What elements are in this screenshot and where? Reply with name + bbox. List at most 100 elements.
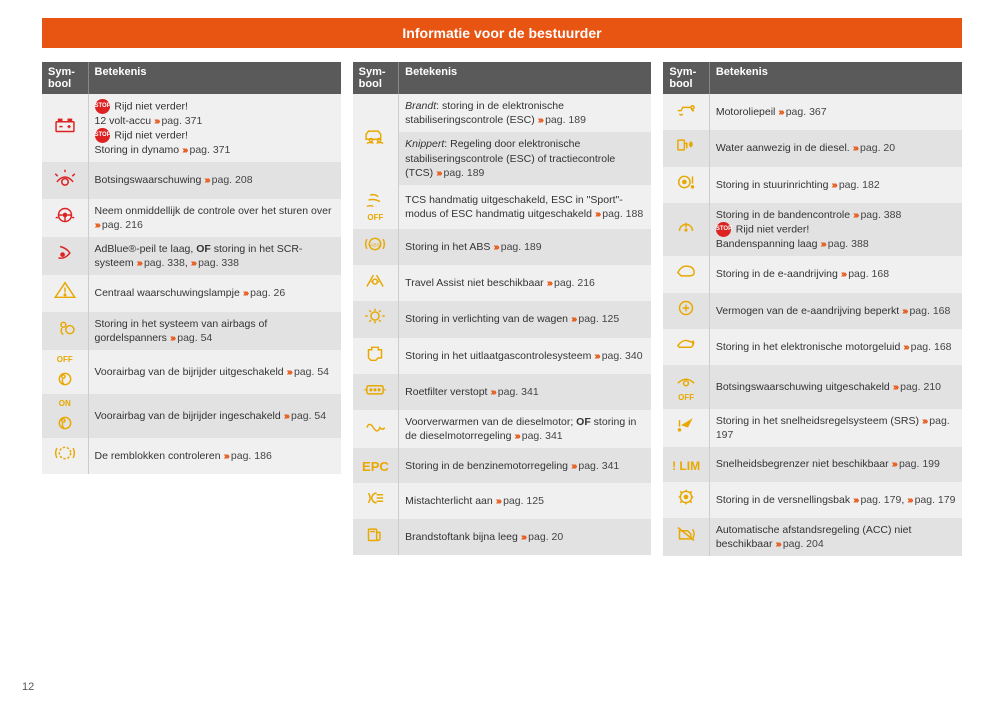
th-symbol: Sym- bool — [42, 62, 88, 94]
table-header-row: Sym- bool Betekenis — [663, 62, 962, 94]
lim-icon: ! LIM — [663, 447, 709, 481]
e-power-limit-icon — [663, 293, 709, 329]
meaning-cell: Storing in het systeem van airbags of go… — [88, 312, 341, 350]
meaning-cell: Neem onmiddellijk de controle over het s… — [88, 199, 341, 237]
acc-off-icon — [663, 518, 709, 556]
meaning-cell: Storing in de benzinemotorregeling ››› p… — [399, 448, 652, 482]
col-2: Sym- bool Betekenis Brandt: storing in d… — [353, 62, 652, 556]
meaning-cell: Storing in de versnellingsbak ››› pag. 1… — [709, 482, 962, 518]
th-meaning: Betekenis — [88, 62, 341, 94]
meaning-cell: Storing in de e-aandrijving ››› pag. 168 — [709, 256, 962, 292]
table-row: EPCStoring in de benzinemotorregeling ››… — [353, 448, 652, 482]
table-2: Sym- bool Betekenis Brandt: storing in d… — [353, 62, 652, 555]
water-fuel-icon — [663, 130, 709, 166]
stop-icon: STOP — [95, 99, 110, 114]
collision-icon — [42, 162, 88, 198]
meaning-line: Automatische afstandsregeling (ACC) niet… — [716, 523, 956, 551]
meaning-cell: Storing in stuurinrichting ››› pag. 182 — [709, 167, 962, 203]
on-airbag-icon: ON — [42, 394, 88, 438]
adblue-icon — [42, 237, 88, 275]
meaning-line: Storing in het uitlaatgascontrolesysteem… — [405, 349, 645, 363]
table-row: Storing in de e-aandrijving ››› pag. 168 — [663, 256, 962, 292]
meaning-cell: Voorairbag van de bijrijder uitgeschakel… — [88, 350, 341, 394]
table-row: ABS Storing in het ABS ››› pag. 189 — [353, 229, 652, 265]
col-3: Sym- bool Betekenis Motoroliepeil ››› pa… — [663, 62, 962, 556]
page-number: 12 — [22, 681, 34, 693]
meaning-cell: Storing in het elektronische motorgeluid… — [709, 329, 962, 365]
meaning-cell: TCS handmatig uitgeschakeld, ESC in "Spo… — [399, 185, 652, 229]
table-row: Motoroliepeil ››› pag. 367 — [663, 94, 962, 130]
meaning-cell: Storing in de bandencontrole ››› pag. 38… — [709, 203, 962, 256]
table-row: AdBlue®-peil te laag, OF storing in het … — [42, 237, 341, 275]
table-row: Voorverwarmen van de dieselmotor; OF sto… — [353, 410, 652, 448]
meaning-line: 12 volt-accu ››› pag. 371 — [95, 114, 335, 128]
col-1: Sym- bool Betekenis STOP Rijd niet verde… — [42, 62, 341, 556]
table-row: OFFBotsingswaarschuwing uitgeschakeld ››… — [663, 365, 962, 409]
meaning-line: Storing in het ABS ››› pag. 189 — [405, 240, 645, 254]
meaning-line: STOP Rijd niet verder! — [716, 222, 956, 237]
meaning-line: Brandstoftank bijna leeg ››› pag. 20 — [405, 530, 645, 544]
meaning-cell: STOP Rijd niet verder!12 volt-accu ››› p… — [88, 94, 341, 162]
stop-icon: STOP — [716, 222, 731, 237]
table-row: Storing in stuurinrichting ››› pag. 182 — [663, 167, 962, 203]
meaning-cell: Water aanwezig in de diesel. ››› pag. 20 — [709, 130, 962, 166]
dpf-icon — [353, 374, 399, 410]
meaning-line: Snelheidsbegrenzer niet beschikbaar ››› … — [716, 457, 956, 471]
th-symbol: Sym- bool — [663, 62, 709, 94]
table-row: Water aanwezig in de diesel. ››› pag. 20 — [663, 130, 962, 166]
meaning-cell: Roetfilter verstopt ››› pag. 341 — [399, 374, 652, 410]
meaning-line: Storing in de versnellingsbak ››› pag. 1… — [716, 493, 956, 507]
meaning-line: Storing in het systeem van airbags of go… — [95, 317, 335, 345]
meaning-line: Bandenspanning laag ››› pag. 388 — [716, 237, 956, 251]
meaning-cell: Travel Assist niet beschikbaar ››› pag. … — [399, 265, 652, 301]
abs-icon: ABS — [353, 229, 399, 265]
table-row: Storing in verlichting van de wagen ››› … — [353, 301, 652, 337]
fuel-icon — [353, 519, 399, 555]
meaning-line: Storing in de bandencontrole ››› pag. 38… — [716, 208, 956, 222]
battery-icon — [42, 94, 88, 162]
table-row: OFFTCS handmatig uitgeschakeld, ESC in "… — [353, 185, 652, 229]
meaning-cell: Snelheidsbegrenzer niet beschikbaar ››› … — [709, 447, 962, 481]
meaning-line: Voorairbag van de bijrijder uitgeschakel… — [95, 365, 335, 379]
stop-icon: STOP — [95, 128, 110, 143]
table-row: Storing in het uitlaatgascontrolesysteem… — [353, 338, 652, 374]
table-row: ! LIM Snelheidsbegrenzer niet beschikbaar… — [663, 447, 962, 481]
meaning-line: Centraal waarschuwingslampje ››› pag. 26 — [95, 286, 335, 300]
table-header-row: Sym- bool Betekenis — [42, 62, 341, 94]
meaning-cell: Brandt: storing in de elektronische stab… — [399, 94, 652, 132]
table-row: De remblokken controleren ››› pag. 186 — [42, 438, 341, 474]
off-airbag-icon: OFF — [42, 350, 88, 394]
meaning-cell: Storing in het snelheidsregelsysteem (SR… — [709, 409, 962, 447]
travel-assist-icon — [353, 265, 399, 301]
meaning-cell: Mistachterlicht aan ››› pag. 125 — [399, 483, 652, 519]
airbag-icon — [42, 312, 88, 350]
table-row: Brandt: storing in de elektronische stab… — [353, 94, 652, 132]
meaning-cell: Voorairbag van de bijrijder ingeschakeld… — [88, 394, 341, 438]
esc-skid-icon — [353, 94, 399, 185]
meaning-line: Water aanwezig in de diesel. ››› pag. 20 — [716, 141, 956, 155]
meaning-line: Storing in de e-aandrijving ››› pag. 168 — [716, 267, 956, 281]
meaning-cell: AdBlue®-peil te laag, OF storing in het … — [88, 237, 341, 275]
th-meaning: Betekenis — [399, 62, 652, 94]
triangle-icon — [42, 275, 88, 311]
meaning-cell: Storing in verlichting van de wagen ››› … — [399, 301, 652, 337]
table-row: Mistachterlicht aan ››› pag. 125 — [353, 483, 652, 519]
meaning-line: Roetfilter verstopt ››› pag. 341 — [405, 385, 645, 399]
steering-hands-icon — [42, 199, 88, 237]
table-row: Vermogen van de e-aandrijving beperkt ››… — [663, 293, 962, 329]
rear-fog-icon — [353, 483, 399, 519]
bulb-icon — [353, 301, 399, 337]
glow-plug-icon — [353, 410, 399, 448]
table-row: ONVoorairbag van de bijrijder ingeschake… — [42, 394, 341, 438]
epc-icon: EPC — [353, 448, 399, 482]
gearbox-icon — [663, 482, 709, 518]
meaning-line: Storing in het snelheidsregelsysteem (SR… — [716, 414, 956, 442]
oil-level-icon — [663, 94, 709, 130]
steering-excl-icon — [663, 167, 709, 203]
meaning-cell: Knippert: Regeling door elektronische st… — [399, 132, 652, 185]
meaning-line: Mistachterlicht aan ››› pag. 125 — [405, 494, 645, 508]
tpms-icon — [663, 203, 709, 256]
table-row: Automatische afstandsregeling (ACC) niet… — [663, 518, 962, 556]
table-row: STOP Rijd niet verder!12 volt-accu ››› p… — [42, 94, 341, 162]
table-row: Storing in het systeem van airbags of go… — [42, 312, 341, 350]
